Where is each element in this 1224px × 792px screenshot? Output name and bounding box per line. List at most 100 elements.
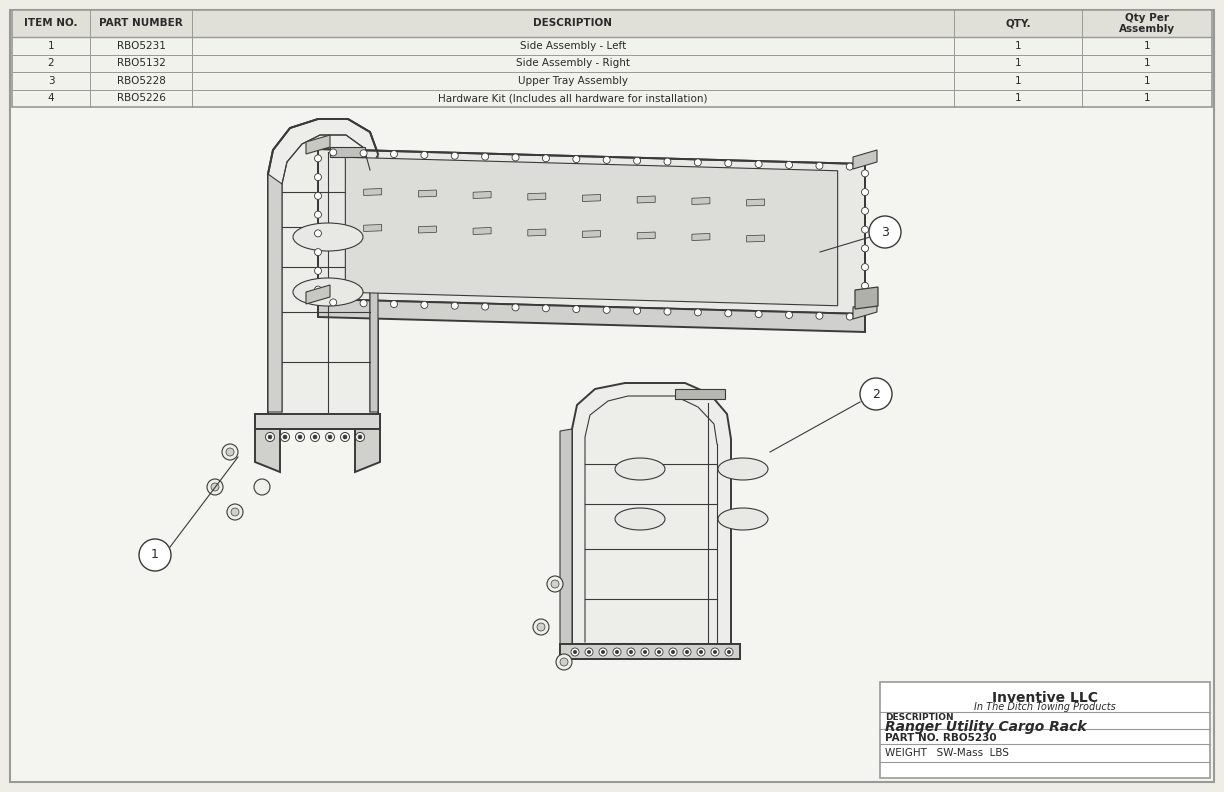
Circle shape: [390, 150, 398, 158]
Bar: [880, 682, 1211, 778]
Circle shape: [846, 163, 853, 170]
Circle shape: [629, 650, 633, 654]
Circle shape: [603, 307, 611, 314]
Circle shape: [360, 299, 367, 307]
Circle shape: [315, 173, 322, 181]
Circle shape: [862, 283, 869, 289]
Circle shape: [671, 650, 674, 654]
Polygon shape: [355, 429, 379, 472]
Ellipse shape: [718, 458, 767, 480]
Text: Upper Tray Assembly: Upper Tray Assembly: [518, 76, 628, 86]
Circle shape: [211, 483, 219, 491]
Circle shape: [222, 444, 237, 460]
Polygon shape: [306, 285, 330, 304]
Circle shape: [670, 648, 677, 656]
Circle shape: [315, 192, 322, 200]
Circle shape: [634, 158, 640, 164]
Circle shape: [573, 155, 580, 162]
Text: 1: 1: [1144, 93, 1151, 103]
Polygon shape: [583, 230, 601, 238]
Text: 2: 2: [871, 387, 880, 401]
Text: DESCRIPTION: DESCRIPTION: [885, 713, 953, 722]
Circle shape: [694, 309, 701, 316]
Polygon shape: [528, 229, 546, 236]
Circle shape: [452, 152, 458, 159]
Circle shape: [714, 650, 717, 654]
Ellipse shape: [614, 458, 665, 480]
Polygon shape: [747, 199, 765, 206]
Circle shape: [561, 658, 568, 666]
Polygon shape: [674, 389, 725, 399]
Circle shape: [725, 648, 733, 656]
Circle shape: [343, 435, 346, 439]
Circle shape: [481, 303, 488, 310]
Circle shape: [226, 504, 244, 520]
Polygon shape: [345, 158, 837, 306]
Ellipse shape: [293, 223, 364, 251]
Text: Ranger Utility Cargo Rack: Ranger Utility Cargo Rack: [885, 720, 1087, 734]
Polygon shape: [638, 196, 655, 203]
Polygon shape: [856, 287, 878, 309]
Polygon shape: [268, 174, 282, 412]
Circle shape: [140, 539, 171, 571]
Circle shape: [329, 299, 337, 306]
Circle shape: [512, 154, 519, 161]
Circle shape: [663, 158, 671, 165]
Polygon shape: [318, 299, 865, 332]
Circle shape: [643, 650, 647, 654]
Circle shape: [862, 169, 869, 177]
Text: WEIGHT   SW-Mass  LBS: WEIGHT SW-Mass LBS: [885, 748, 1009, 758]
Text: Inventive LLC: Inventive LLC: [991, 691, 1098, 705]
Polygon shape: [692, 234, 710, 241]
Circle shape: [295, 432, 305, 441]
Circle shape: [481, 153, 488, 160]
Circle shape: [573, 306, 580, 313]
Text: QTY.: QTY.: [1005, 18, 1031, 29]
Circle shape: [862, 227, 869, 233]
Text: PART NO. RBO5230: PART NO. RBO5230: [885, 733, 996, 743]
Circle shape: [641, 648, 649, 656]
Circle shape: [556, 654, 572, 670]
Circle shape: [537, 623, 545, 631]
Polygon shape: [419, 190, 437, 197]
Circle shape: [699, 650, 703, 654]
Circle shape: [711, 648, 718, 656]
Circle shape: [655, 648, 663, 656]
Text: Side Assembly - Left: Side Assembly - Left: [520, 40, 627, 51]
Text: Hardware Kit (Includes all hardware for installation): Hardware Kit (Includes all hardware for …: [438, 93, 707, 103]
Circle shape: [315, 230, 322, 237]
Circle shape: [599, 648, 607, 656]
Polygon shape: [318, 149, 865, 314]
Text: RBO5231: RBO5231: [116, 40, 165, 51]
Circle shape: [266, 432, 274, 441]
Polygon shape: [853, 300, 878, 319]
Polygon shape: [330, 147, 365, 157]
Circle shape: [683, 648, 692, 656]
Circle shape: [634, 307, 640, 314]
Circle shape: [573, 650, 577, 654]
Polygon shape: [474, 227, 491, 234]
Circle shape: [280, 432, 290, 441]
Circle shape: [663, 308, 671, 315]
Text: 1: 1: [151, 549, 159, 562]
Circle shape: [755, 161, 763, 168]
Ellipse shape: [718, 508, 767, 530]
Text: 3: 3: [881, 226, 889, 238]
Circle shape: [311, 432, 319, 441]
Circle shape: [207, 479, 223, 495]
Polygon shape: [561, 383, 741, 659]
Circle shape: [313, 435, 317, 439]
Polygon shape: [364, 188, 382, 196]
Text: Side Assembly - Right: Side Assembly - Right: [517, 59, 630, 68]
Circle shape: [357, 435, 362, 439]
Circle shape: [869, 216, 901, 248]
Circle shape: [421, 302, 428, 308]
Polygon shape: [419, 226, 437, 233]
Bar: [12, 10, 1212, 107]
Circle shape: [862, 208, 869, 215]
Text: RBO5132: RBO5132: [116, 59, 165, 68]
Text: PART NUMBER: PART NUMBER: [99, 18, 182, 29]
Circle shape: [601, 650, 605, 654]
Circle shape: [725, 310, 732, 317]
Ellipse shape: [614, 508, 665, 530]
